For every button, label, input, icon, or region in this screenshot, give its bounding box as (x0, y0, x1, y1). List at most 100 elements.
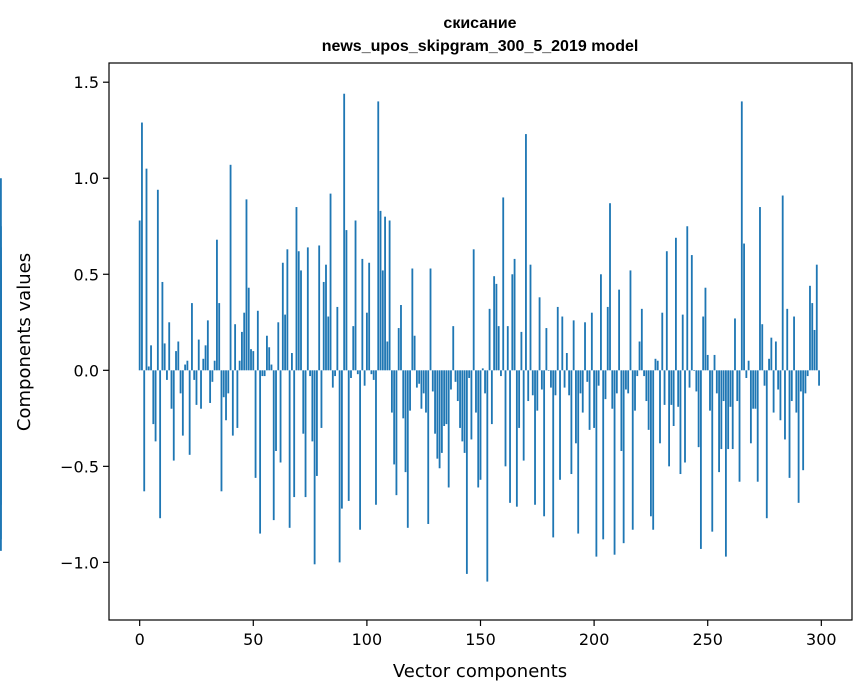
bar (545, 328, 548, 371)
bar (295, 207, 298, 371)
bar (459, 370, 461, 428)
bar (231, 370, 234, 436)
bar (193, 370, 196, 380)
bar (445, 370, 448, 425)
bar (438, 370, 441, 469)
bar (256, 310, 259, 371)
bar (777, 370, 780, 390)
bar (138, 220, 141, 371)
bar (390, 370, 393, 413)
bar (538, 297, 541, 371)
y-tick-label: −0.5 (60, 457, 99, 476)
bar (675, 237, 677, 371)
bar (786, 308, 789, 371)
bar (436, 370, 439, 459)
x-axis-label: Vector components (393, 661, 567, 682)
bar (0, 370, 2, 540)
bar (415, 370, 418, 388)
bar (279, 370, 282, 463)
bar (679, 370, 682, 475)
bar (652, 370, 655, 530)
bar (263, 370, 266, 377)
bar (150, 345, 152, 371)
bar (234, 324, 237, 371)
bar (409, 370, 411, 411)
bar (0, 278, 2, 371)
bar (556, 306, 559, 371)
bar (740, 101, 743, 371)
bar (713, 354, 716, 371)
bar (427, 370, 430, 524)
bar (806, 370, 809, 377)
bar (247, 287, 250, 371)
bar (568, 370, 571, 396)
bar (672, 370, 675, 427)
bar (636, 370, 639, 377)
bar (529, 264, 532, 371)
bar (811, 303, 814, 371)
bar (665, 251, 668, 371)
bar (795, 370, 798, 413)
bar (809, 285, 811, 371)
bar (454, 370, 457, 382)
bar (172, 370, 175, 461)
bar (763, 370, 766, 386)
bar (284, 314, 286, 371)
bar (593, 370, 596, 428)
bar (522, 370, 525, 461)
bar (727, 370, 730, 450)
bar (647, 370, 650, 430)
bar (268, 347, 271, 371)
bar (500, 370, 502, 377)
bar (177, 341, 180, 371)
x-tick-label: 250 (692, 630, 723, 649)
bar (141, 122, 143, 371)
bar (488, 308, 491, 371)
y-tick-label: −1.0 (60, 553, 99, 572)
bar (245, 199, 248, 371)
chart-title-line-2: news_upos_skipgram_300_5_2019 model (322, 38, 639, 55)
bar (625, 370, 627, 390)
bar (693, 370, 695, 371)
bar (581, 370, 584, 413)
bar (479, 370, 482, 480)
bar (220, 370, 223, 492)
bar (475, 370, 477, 413)
bar (252, 351, 255, 371)
bar (815, 264, 818, 371)
bar (309, 370, 311, 377)
bar (238, 360, 241, 371)
bar (656, 360, 659, 371)
bar (650, 370, 652, 517)
bar (729, 370, 732, 407)
bar (770, 337, 773, 371)
bar (184, 364, 187, 371)
bar (363, 370, 366, 386)
bar (518, 370, 521, 428)
bar (572, 320, 575, 371)
bar (779, 370, 782, 421)
bar (327, 316, 330, 371)
bar (461, 370, 464, 442)
bar (520, 331, 523, 371)
bar (447, 370, 450, 488)
bar (272, 370, 275, 521)
y-tick-label: 0.0 (74, 361, 99, 380)
bar (229, 164, 232, 371)
bar (156, 189, 159, 371)
bar (456, 370, 459, 402)
bar (465, 370, 468, 574)
bar (322, 281, 325, 371)
bar (472, 249, 475, 371)
bar (695, 370, 698, 392)
bar (356, 370, 359, 375)
bar (331, 370, 334, 388)
bar (497, 326, 500, 371)
plot-frame (108, 62, 853, 621)
y-tick-label: 1.5 (74, 73, 99, 92)
bar (161, 281, 164, 371)
bar (302, 370, 305, 434)
bar (0, 370, 2, 378)
bar (211, 370, 214, 382)
bar (431, 370, 434, 392)
